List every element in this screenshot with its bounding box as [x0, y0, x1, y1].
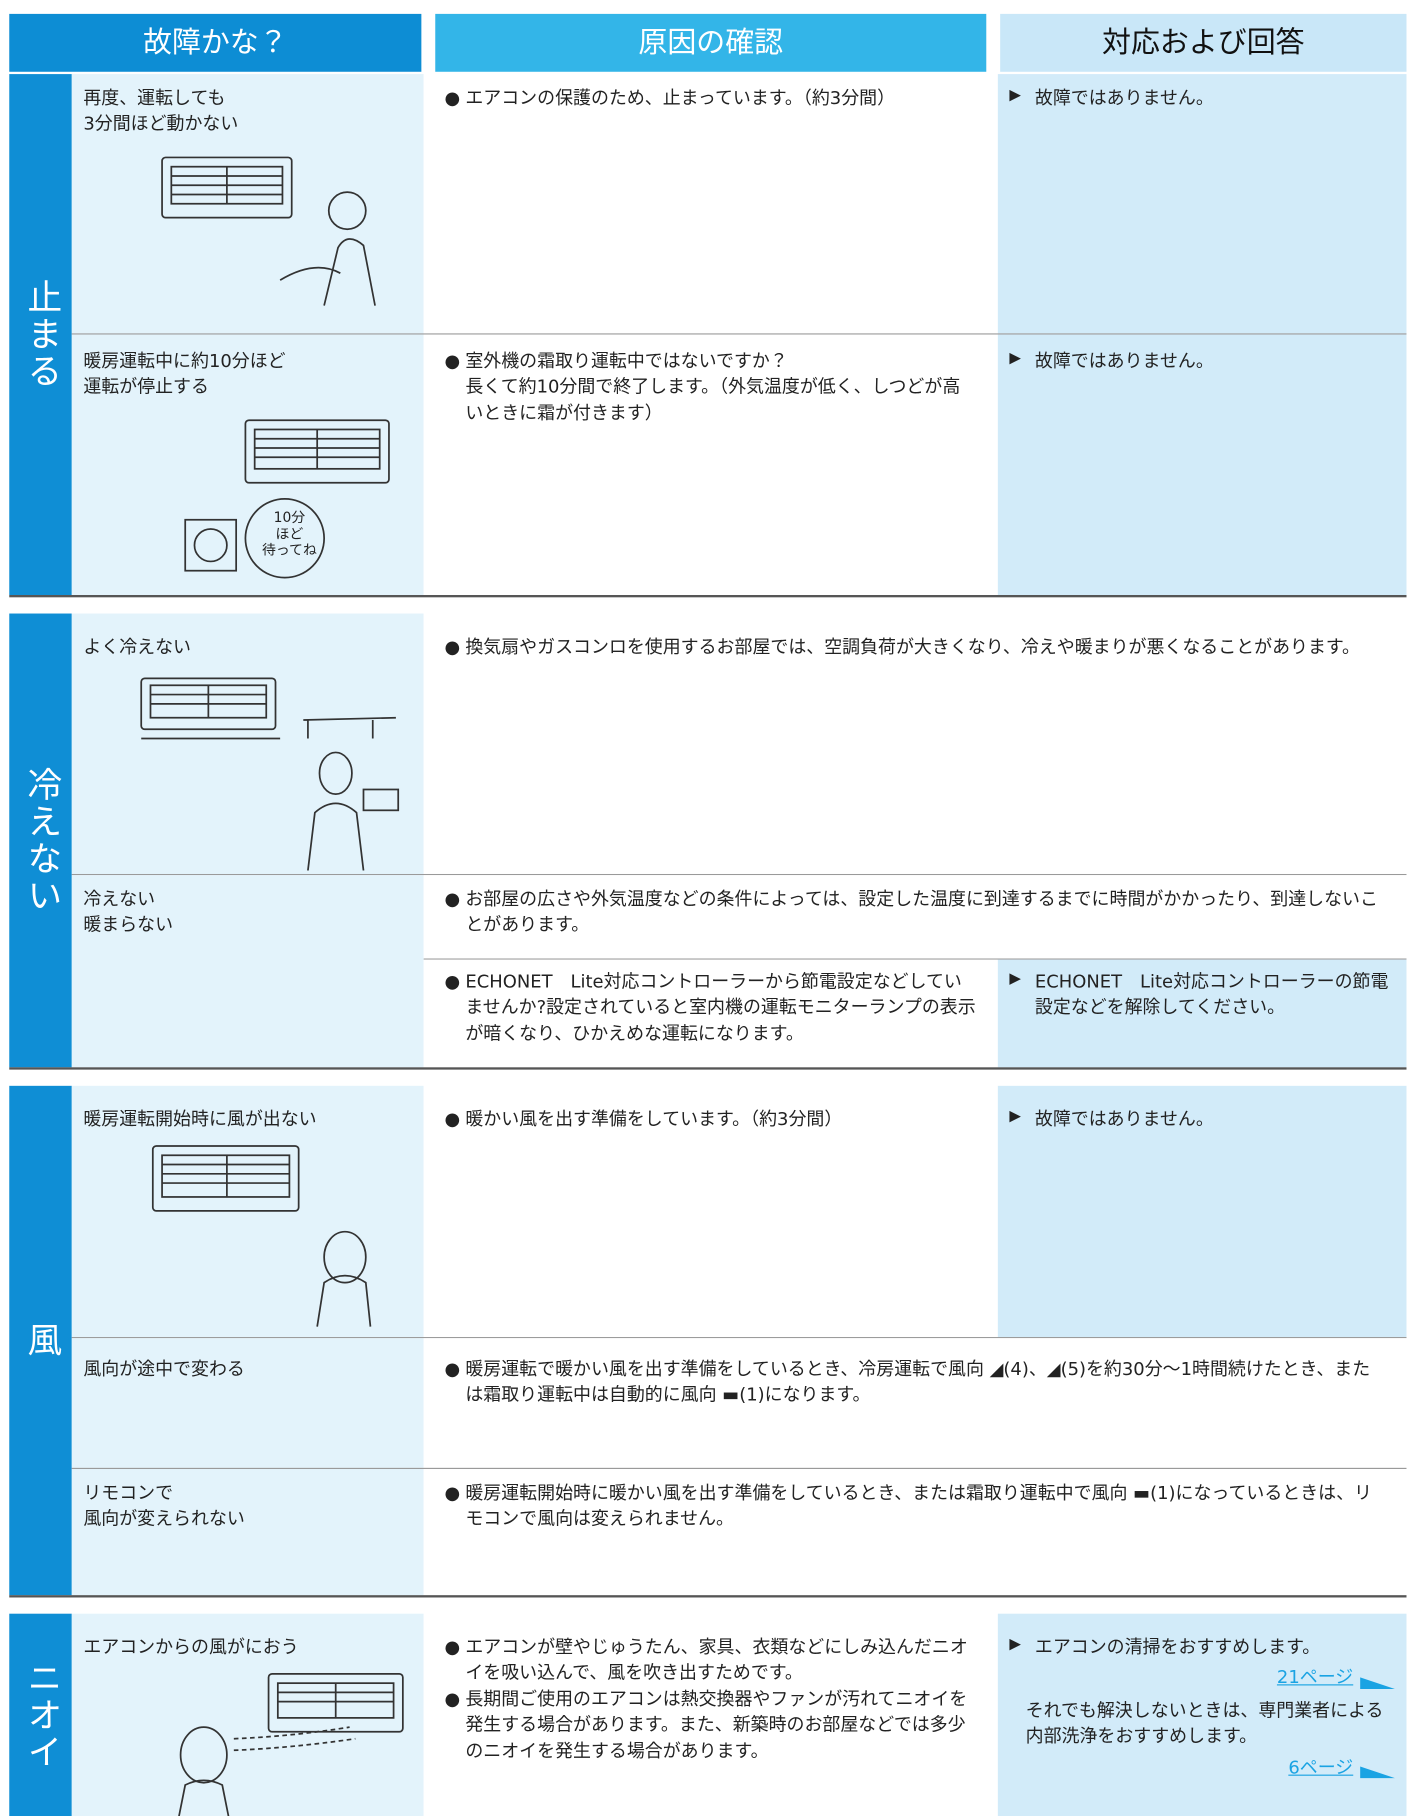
section-divider — [9, 1067, 1407, 1070]
row-divider — [71, 873, 1407, 876]
cause-cell: 暖房運転開始時に暖かい風を出す準備をしているとき、または霜取り運転中で風向 ▬(… — [423, 1468, 1407, 1596]
bubble-text: 10分 — [273, 509, 306, 526]
row-divider — [71, 333, 1407, 335]
symptom-cell: よく冷えない — [71, 613, 424, 874]
cause: 長期間ご使用のエアコンは熱交換器やファンが汚れてニオイを発生する場合があります。… — [445, 1687, 977, 1765]
symptom-cell: 再度、運転しても 3分間ほど動かない — [71, 74, 424, 334]
section-label: 冷えない — [9, 613, 72, 1068]
note: それでも解決しないときは、専門業者による内部洗浄をおすすめします。 — [1025, 1700, 1384, 1748]
symptom: リモコンで — [83, 1482, 174, 1504]
cause: エアコンの保護のため、止まっています。（約3分間） — [445, 86, 977, 113]
cause-cell: エアコンの保護のため、止まっています。（約3分間） — [423, 74, 998, 334]
symptom-cell: 暖房運転中に約10分ほど 運転が停止する 10分 ほど 待ってね — [71, 334, 424, 596]
section-label: 止まる — [9, 74, 72, 596]
illustration — [178, 1673, 404, 1816]
symptom: 暖まらない — [83, 915, 174, 936]
symptom-cell: 風向が途中で変わる — [71, 1338, 424, 1468]
illustration — [161, 156, 376, 306]
cause: 暖房運転で暖かい風を出す準備をしているとき、冷房運転で風向 ◢(4)、◢(5)を… — [445, 1357, 1386, 1409]
cause-cell: エアコンが壁やじゅうたん、家具、衣類などにしみ込んだニオイを吸い込んで、風を吹き… — [423, 1613, 998, 1816]
page-link[interactable]: 21ページ — [1009, 1665, 1395, 1691]
cause-cell: 室外機の霜取り運転中ではないですか？ 長くて約10分間で終了します。（外気温度が… — [423, 334, 998, 596]
cause-cell: 暖かい風を出す準備をしています。（約3分間） — [423, 1085, 998, 1338]
cause: 暖かい風を出す準備をしています。（約3分間） — [445, 1107, 977, 1134]
answer: 故障ではありません。 — [1009, 348, 1394, 374]
symptom: 再度、運転しても — [83, 87, 226, 109]
cause: 暖房運転開始時に暖かい風を出す準備をしているとき、または霜取り運転中で風向 ▬(… — [445, 1481, 1386, 1533]
cause-cell: お部屋の広さや外気温度などの条件によっては、設定した温度に到達するまでに時間がか… — [423, 875, 1407, 959]
cause: お部屋の広さや外気温度などの条件によっては、設定した温度に到達するまでに時間がか… — [445, 887, 1386, 939]
row-divider — [423, 958, 1407, 960]
page-link[interactable]: 6ページ — [1009, 1755, 1395, 1781]
cause-cell: 換気扇やガスコンロを使用するお部屋では、空調負荷が大きくなり、冷えや暖まりが悪く… — [423, 613, 1407, 874]
symptom-cell: エアコンからの風がにおう — [71, 1613, 424, 1816]
answer: エアコンの清掃をおすすめします。 — [1009, 1635, 1394, 1661]
symptom-cell: 暖房運転開始時に風が出ない — [71, 1085, 424, 1338]
answer-cell: 故障ではありません。 — [997, 1085, 1407, 1338]
cause: ECHONET Lite対応コントローラーから節電設定などしていませんか?設定さ… — [445, 969, 977, 1047]
row-divider — [71, 1337, 1407, 1339]
answer: ECHONET Lite対応コントローラーの節電設定などを解除してください。 — [1009, 969, 1394, 1021]
symptom-cell: リモコンで風向が変えられない — [71, 1468, 424, 1596]
speech-bubble: 10分 ほど 待ってね — [248, 509, 331, 559]
answer: 故障ではありません。 — [1009, 1107, 1394, 1133]
symptom: エアコンからの風がにおう — [83, 1636, 299, 1658]
symptom: 風向が変えられない — [83, 1508, 245, 1530]
header-cell: 対応および回答 — [1000, 13, 1407, 72]
answer: 故障ではありません。 — [1009, 86, 1394, 112]
section-label: 風 — [9, 1085, 72, 1596]
section-label: ニオイ — [9, 1613, 72, 1816]
answer-cell: ECHONET Lite対応コントローラーの節電設定などを解除してください。 — [997, 959, 1407, 1068]
answer-cell: 故障ではありません。 — [997, 334, 1407, 596]
symptom: 3分間ほど動かない — [83, 113, 239, 135]
symptom: 風向が途中で変わる — [83, 1359, 245, 1380]
section-divider — [9, 1595, 1407, 1598]
symptom: 暖房運転開始時に風が出ない — [83, 1108, 317, 1130]
header-cell: 原因の確認 — [435, 13, 987, 72]
header-cell: 故障かな？ — [9, 13, 422, 72]
symptom: 暖房運転中に約10分ほど — [83, 350, 286, 372]
bubble-text: 待ってね — [261, 541, 317, 558]
cause-cell: 暖房運転で暖かい風を出す準備をしているとき、冷房運転で風向 ◢(4)、◢(5)を… — [423, 1338, 1407, 1468]
section-divider — [9, 595, 1407, 598]
bubble-text: ほど — [275, 525, 304, 542]
cause: 室外機の霜取り運転中ではないですか？ 長くて約10分間で終了します。（外気温度が… — [445, 348, 977, 426]
symptom-cell: 冷えない 暖まらない — [71, 875, 424, 1068]
cause: エアコンが壁やじゅうたん、家具、衣類などにしみ込んだニオイを吸い込んで、風を吹き… — [445, 1635, 977, 1687]
symptom: 冷えない — [83, 889, 156, 910]
row-divider — [71, 1467, 1407, 1469]
symptom: よく冷えない — [83, 636, 192, 658]
answer-cell: エアコンの清掃をおすすめします。 21ページそれでも解決しないときは、専門業者によ… — [997, 1613, 1407, 1816]
illustration — [184, 419, 390, 579]
illustration — [151, 1145, 372, 1327]
symptom: 運転が停止する — [83, 376, 209, 398]
cause-cell: ECHONET Lite対応コントローラーから節電設定などしていませんか?設定さ… — [423, 959, 998, 1068]
cause: 換気扇やガスコンロを使用するお部屋では、空調負荷が大きくなり、冷えや暖まりが悪く… — [445, 634, 1386, 661]
answer-cell: 故障ではありません。 — [997, 74, 1407, 334]
illustration — [140, 677, 400, 871]
